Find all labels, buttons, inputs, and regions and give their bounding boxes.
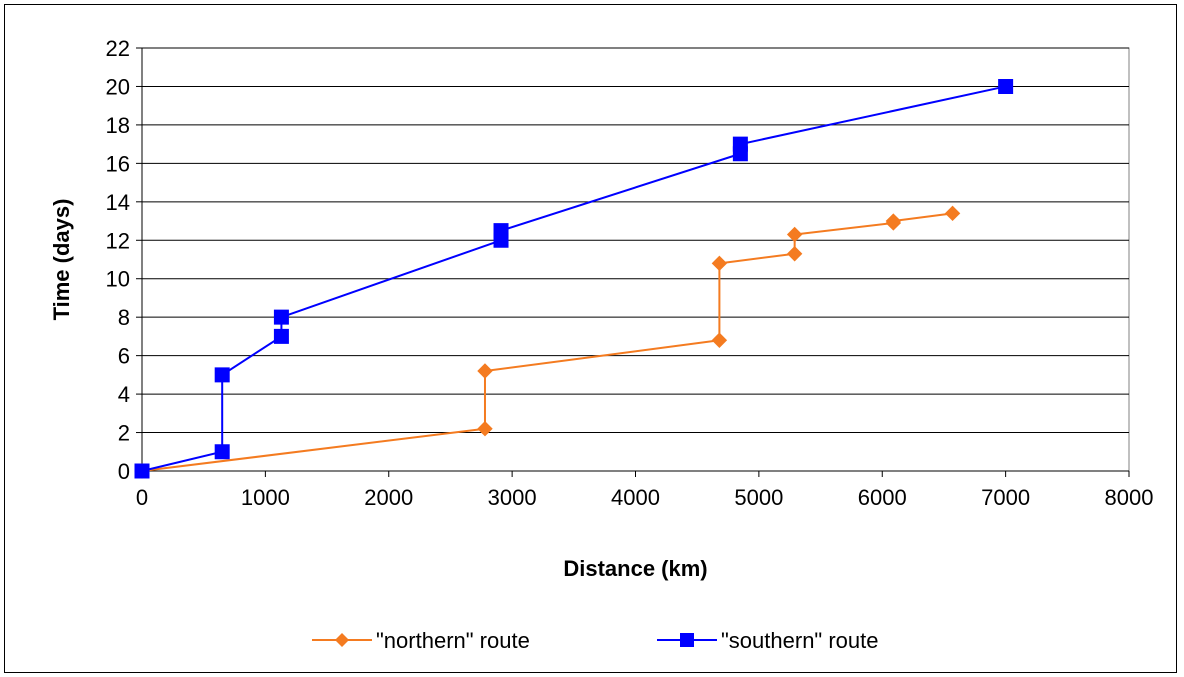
y-tick-label: 20 (106, 74, 130, 99)
x-tick-label: 1000 (241, 485, 290, 510)
data-point (885, 213, 902, 229)
x-tick-label: 8000 (1105, 485, 1154, 510)
plot-area (141, 47, 1130, 472)
y-tick-label: 12 (106, 228, 130, 253)
series-southern (134, 78, 1014, 479)
data-point (786, 226, 803, 243)
data-point (786, 246, 803, 262)
data-point (273, 309, 289, 325)
legend-marker-southern (680, 633, 694, 647)
x-tick-label: 0 (136, 485, 148, 510)
y-axis-title: Time (days) (49, 199, 74, 321)
data-point (214, 367, 230, 383)
y-tick-label: 0 (118, 459, 130, 484)
data-point (711, 255, 728, 272)
data-point (477, 420, 493, 437)
legend-marker-northern (335, 633, 349, 647)
x-tick-label: 5000 (734, 485, 783, 510)
y-tick-label: 2 (118, 421, 130, 446)
legend-item-southern: "southern" route (657, 628, 879, 653)
y-tick-label: 4 (118, 382, 130, 407)
data-point (493, 223, 509, 239)
x-tick-label: 7000 (981, 485, 1030, 510)
x-tick-label: 2000 (364, 485, 413, 510)
x-tick-label: 4000 (611, 485, 660, 510)
legend-label-southern: "southern" route (721, 628, 879, 653)
x-axis-title: Distance (km) (563, 556, 707, 581)
data-point (273, 328, 289, 344)
legend: "northern" route "southern" route (312, 628, 879, 653)
data-point (944, 205, 961, 222)
y-tick-label: 16 (106, 151, 130, 176)
data-point (711, 332, 728, 348)
x-tick-label: 6000 (858, 485, 907, 510)
axes-layer: 0 2 4 6 8 10 12 14 16 18 20 22 0 1000 2000 3000 4000 5000… (106, 36, 1154, 510)
y-tick-label: 10 (106, 267, 130, 292)
series-layer (134, 78, 1014, 479)
data-point (998, 78, 1014, 94)
x-tick-label: 3000 (488, 485, 537, 510)
y-tick-label: 6 (118, 344, 130, 369)
legend-label-northern: "northern" route (376, 628, 530, 653)
y-tick-label: 14 (106, 190, 130, 215)
data-point (134, 463, 150, 479)
data-point (477, 363, 493, 379)
data-point (732, 136, 748, 152)
y-tick-label: 18 (106, 113, 130, 138)
grid-layer (142, 47, 1129, 434)
y-tick-label: 22 (106, 36, 130, 61)
y-tick-label: 8 (118, 305, 130, 330)
legend-item-northern: "northern" route (312, 628, 530, 653)
data-point (214, 444, 230, 460)
